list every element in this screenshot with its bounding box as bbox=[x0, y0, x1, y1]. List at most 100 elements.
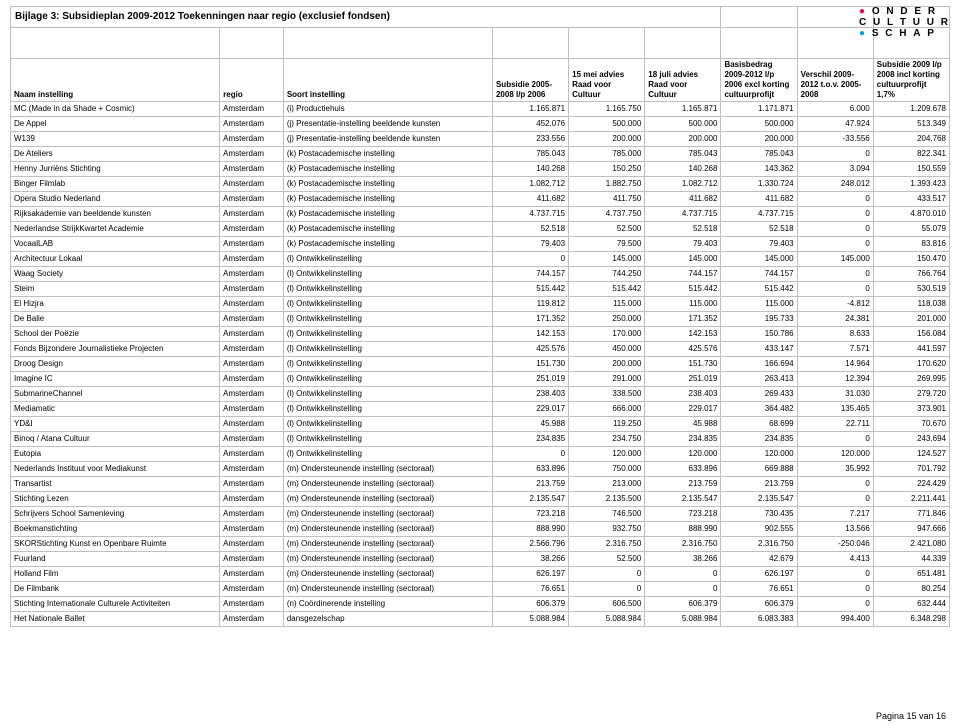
table-cell: (l) Ontwikkelinstelling bbox=[283, 327, 492, 342]
table-cell: 4.737.715 bbox=[645, 207, 721, 222]
table-row: Imagine ICAmsterdam(l) Ontwikkelinstelli… bbox=[11, 372, 950, 387]
table-cell: (m) Ondersteunende instelling (sectoraal… bbox=[283, 582, 492, 597]
table-cell: 0 bbox=[492, 252, 568, 267]
table-cell: (l) Ontwikkelinstelling bbox=[283, 312, 492, 327]
table-cell: 79.403 bbox=[721, 237, 797, 252]
table-cell: 145.000 bbox=[569, 252, 645, 267]
table-cell: 2.135.500 bbox=[569, 492, 645, 507]
table-cell: 200.000 bbox=[569, 132, 645, 147]
table-cell: Waag Society bbox=[11, 267, 220, 282]
table-cell: 143.362 bbox=[721, 162, 797, 177]
table-cell: (k) Postacademische instelling bbox=[283, 237, 492, 252]
table-cell: 411.750 bbox=[569, 192, 645, 207]
table-row: De BalieAmsterdam(l) Ontwikkelinstelling… bbox=[11, 312, 950, 327]
table-cell: Amsterdam bbox=[220, 222, 284, 237]
table-cell: 723.218 bbox=[492, 507, 568, 522]
table-cell: 500.000 bbox=[569, 117, 645, 132]
table-cell: Amsterdam bbox=[220, 312, 284, 327]
table-cell: 120.000 bbox=[797, 447, 873, 462]
report-title: Bijlage 3: Subsidieplan 2009-2012 Toeken… bbox=[11, 7, 721, 28]
table-cell: 6.348.298 bbox=[873, 612, 949, 627]
table-cell: 626.197 bbox=[721, 567, 797, 582]
table-cell: 0 bbox=[492, 447, 568, 462]
table-cell: 425.576 bbox=[645, 342, 721, 357]
table-cell: Eutopia bbox=[11, 447, 220, 462]
table-cell: Amsterdam bbox=[220, 417, 284, 432]
table-cell: 151.730 bbox=[645, 357, 721, 372]
table-cell: 2.316.750 bbox=[645, 537, 721, 552]
table-cell: 1.330.724 bbox=[721, 177, 797, 192]
table-cell: (m) Ondersteunende instelling (sectoraal… bbox=[283, 507, 492, 522]
table-cell: 55.079 bbox=[873, 222, 949, 237]
table-cell: 5.088.984 bbox=[492, 612, 568, 627]
table-cell: 2.135.547 bbox=[492, 492, 568, 507]
table-cell: 771.846 bbox=[873, 507, 949, 522]
table-cell: 234.835 bbox=[645, 432, 721, 447]
table-cell: 145.000 bbox=[797, 252, 873, 267]
table-cell: 425.576 bbox=[492, 342, 568, 357]
table-row: Waag SocietyAmsterdam(l) Ontwikkelinstel… bbox=[11, 267, 950, 282]
table-cell: 119.812 bbox=[492, 297, 568, 312]
table-cell: 150.559 bbox=[873, 162, 949, 177]
table-cell: 118.038 bbox=[873, 297, 949, 312]
table-row: Architectuur LokaalAmsterdam(l) Ontwikke… bbox=[11, 252, 950, 267]
table-cell: 744.250 bbox=[569, 267, 645, 282]
table-cell: 140.268 bbox=[492, 162, 568, 177]
table-cell: 238.403 bbox=[645, 387, 721, 402]
table-cell: 5.088.984 bbox=[645, 612, 721, 627]
table-cell: 291.000 bbox=[569, 372, 645, 387]
table-row: De AppelAmsterdam(j) Presentatie-instell… bbox=[11, 117, 950, 132]
table-cell: 515.442 bbox=[492, 282, 568, 297]
table-cell: 411.682 bbox=[721, 192, 797, 207]
table-cell: 80.254 bbox=[873, 582, 949, 597]
table-cell: 4.870.010 bbox=[873, 207, 949, 222]
table-cell: 515.442 bbox=[721, 282, 797, 297]
table-cell: 632.444 bbox=[873, 597, 949, 612]
table-cell: 12.394 bbox=[797, 372, 873, 387]
table-cell: 2.421.080 bbox=[873, 537, 949, 552]
table-cell: De Ateliers bbox=[11, 147, 220, 162]
table-cell: 213.759 bbox=[721, 477, 797, 492]
table-cell: 606.379 bbox=[721, 597, 797, 612]
table-cell: 14.964 bbox=[797, 357, 873, 372]
table-cell: 1.082.712 bbox=[492, 177, 568, 192]
table-cell: 2.135.547 bbox=[721, 492, 797, 507]
table-cell: 52.500 bbox=[569, 222, 645, 237]
table-cell: 666.000 bbox=[569, 402, 645, 417]
table-cell: 31.030 bbox=[797, 387, 873, 402]
table-row: FuurlandAmsterdam(m) Ondersteunende inst… bbox=[11, 552, 950, 567]
table-cell: (l) Ontwikkelinstelling bbox=[283, 432, 492, 447]
table-cell: 38.266 bbox=[492, 552, 568, 567]
table-cell: Amsterdam bbox=[220, 597, 284, 612]
table-row: De AteliersAmsterdam(k) Postacademische … bbox=[11, 147, 950, 162]
table-cell: Rijksakademie van beeldende kunsten bbox=[11, 207, 220, 222]
table-cell: 0 bbox=[797, 192, 873, 207]
table-cell: 3.094 bbox=[797, 162, 873, 177]
logo-line-1: ● O N D E R bbox=[859, 6, 950, 17]
table-cell: Amsterdam bbox=[220, 552, 284, 567]
table-cell: 201.000 bbox=[873, 312, 949, 327]
table-cell: 0 bbox=[645, 567, 721, 582]
table-cell: (l) Ontwikkelinstelling bbox=[283, 297, 492, 312]
table-cell: 47.924 bbox=[797, 117, 873, 132]
table-cell: 1.165.871 bbox=[645, 102, 721, 117]
table-row: Binoq / Atana CultuurAmsterdam(l) Ontwik… bbox=[11, 432, 950, 447]
table-cell: 0 bbox=[797, 207, 873, 222]
table-cell: 500.000 bbox=[645, 117, 721, 132]
table-cell: 0 bbox=[797, 492, 873, 507]
table-cell: 744.157 bbox=[492, 267, 568, 282]
table-cell: Imagine IC bbox=[11, 372, 220, 387]
table-row: YD&IAmsterdam(l) Ontwikkelinstelling45.9… bbox=[11, 417, 950, 432]
table-cell: 4.737.715 bbox=[721, 207, 797, 222]
table-cell: Amsterdam bbox=[220, 117, 284, 132]
table-cell: Amsterdam bbox=[220, 492, 284, 507]
table-cell: 79.500 bbox=[569, 237, 645, 252]
table-cell: (m) Ondersteunende instelling (sectoraal… bbox=[283, 462, 492, 477]
table-cell: SKORStichting Kunst en Openbare Ruimte bbox=[11, 537, 220, 552]
col-header: regio bbox=[220, 59, 284, 102]
table-cell: 229.017 bbox=[492, 402, 568, 417]
table-cell: 269.995 bbox=[873, 372, 949, 387]
table-cell: 76.651 bbox=[721, 582, 797, 597]
table-cell: 6.083.383 bbox=[721, 612, 797, 627]
table-row: TransartistAmsterdam(m) Ondersteunende i… bbox=[11, 477, 950, 492]
